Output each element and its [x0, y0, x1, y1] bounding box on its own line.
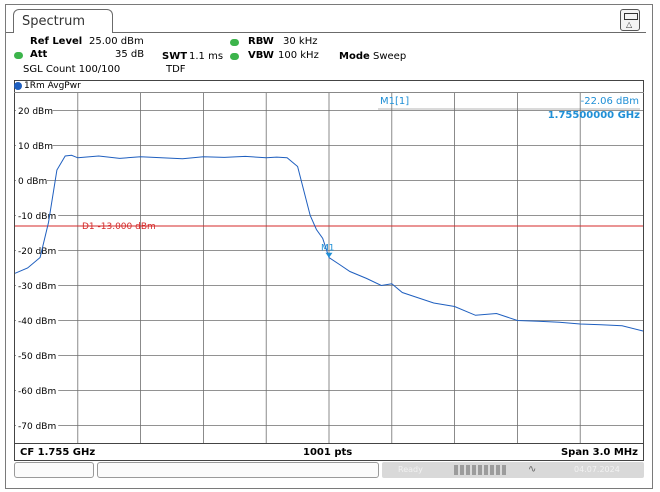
wave-icon: ∿ — [528, 464, 537, 475]
att-indicator-icon — [14, 52, 23, 59]
progress-segment — [460, 465, 464, 475]
progress-segment — [454, 465, 458, 475]
y-tick-label-background — [16, 139, 53, 152]
marker-m1[interactable]: M1 — [321, 108, 640, 258]
progress-segment — [496, 465, 500, 475]
progress-segment — [478, 465, 482, 475]
y-tick-label-background — [16, 349, 59, 362]
status-date: 04.07.2024 — [574, 465, 620, 474]
tab-divider-left — [6, 32, 13, 33]
y-tick-label-background — [16, 314, 59, 327]
trace-indicator-icon — [14, 82, 22, 90]
y-tick-label: 10 dBm — [18, 142, 53, 152]
center-frequency[interactable]: CF 1.755 GHz — [20, 447, 96, 458]
status-field-2 — [97, 462, 379, 478]
progress-segment — [466, 465, 470, 475]
vbw-indicator-icon — [230, 53, 239, 60]
vbw-label: VBW — [248, 50, 274, 61]
progress-segment — [472, 465, 476, 475]
rbw-indicator-icon — [230, 39, 239, 46]
frequency-span[interactable]: Span 3.0 MHz — [560, 447, 638, 458]
tab-divider — [113, 32, 646, 33]
sgl-count: SGL Count 100/100 — [23, 64, 121, 75]
att-value[interactable]: 35 dB — [115, 49, 145, 60]
swt-label: SWT — [162, 51, 188, 62]
y-tick-label-background — [16, 419, 59, 432]
tab-spectrum-label: Spectrum — [22, 14, 85, 29]
progress-segment — [502, 465, 506, 475]
y-tick-label-background — [16, 279, 59, 292]
y-tick-label-background — [16, 174, 47, 187]
marker-triangle-icon[interactable] — [325, 252, 333, 258]
ref-level-label: Ref Level — [30, 36, 83, 47]
swt-value[interactable]: 1.1 ms — [189, 51, 224, 62]
mode-value[interactable]: Sweep — [373, 51, 407, 62]
y-tick-label: -50 dBm — [18, 352, 56, 362]
diagram-frame[interactable] — [14, 80, 644, 461]
diagram-footer: CF 1.755 GHz 1001 pts Span 3.0 MHz — [14, 443, 644, 461]
marker-readout-name: M1[1] — [380, 96, 409, 107]
diagram-header-divider — [14, 92, 644, 93]
ref-level-value[interactable]: 25.00 dBm — [89, 36, 144, 47]
y-tick-label-background — [16, 384, 59, 397]
tdf-label: TDF — [166, 64, 186, 75]
tab-spectrum[interactable]: Spectrum — [13, 9, 113, 33]
status-bar: Ready ∿ 04.07.2024 — [14, 462, 644, 478]
vbw-value[interactable]: 100 kHz — [278, 50, 319, 61]
trace-1 — [14, 154, 644, 332]
trace-label: 1Rm AvgPwr — [24, 81, 81, 91]
y-tick-label-background — [16, 104, 53, 117]
limit-line-label: D1 -13.000 dBm — [82, 222, 156, 232]
marker-readout-frequency: 1.75500000 GHz — [548, 110, 640, 121]
y-tick-label: -70 dBm — [18, 422, 56, 432]
y-tick-label-background — [16, 209, 59, 222]
marker-tag: M1 — [321, 244, 335, 254]
hardware-bar-icon — [624, 13, 638, 20]
y-axis-ticks: 20 dBm 10 dBm 0 dBm -10 dBm -20 dBm -30 dBm -4… — [16, 104, 59, 432]
hardware-status-icon[interactable]: △ — [620, 9, 640, 31]
y-tick-label: -20 dBm — [18, 247, 56, 257]
progress-segment — [490, 465, 494, 475]
y-tick-label: -30 dBm — [18, 282, 56, 292]
marker-readout-level: -22.06 dBm — [581, 96, 639, 107]
rbw-label: RBW — [248, 36, 274, 47]
y-tick-label-background — [16, 244, 59, 257]
mode-label: Mode — [339, 51, 370, 62]
status-ready: Ready — [398, 465, 423, 474]
grid-lines — [15, 93, 643, 443]
warning-triangle-icon: △ — [626, 20, 633, 29]
progress-segment — [484, 465, 488, 475]
status-field-1 — [14, 462, 94, 478]
y-tick-label: 0 dBm — [18, 177, 47, 187]
y-tick-label: -40 dBm — [18, 317, 56, 327]
status-field-3 — [382, 462, 644, 478]
att-label: Att — [30, 49, 48, 60]
rbw-value[interactable]: 30 kHz — [283, 36, 318, 47]
sweep-points[interactable]: 1001 pts — [303, 447, 353, 458]
y-tick-label: 20 dBm — [18, 107, 53, 117]
y-tick-label: -10 dBm — [18, 212, 56, 222]
y-tick-label: -60 dBm — [18, 387, 56, 397]
